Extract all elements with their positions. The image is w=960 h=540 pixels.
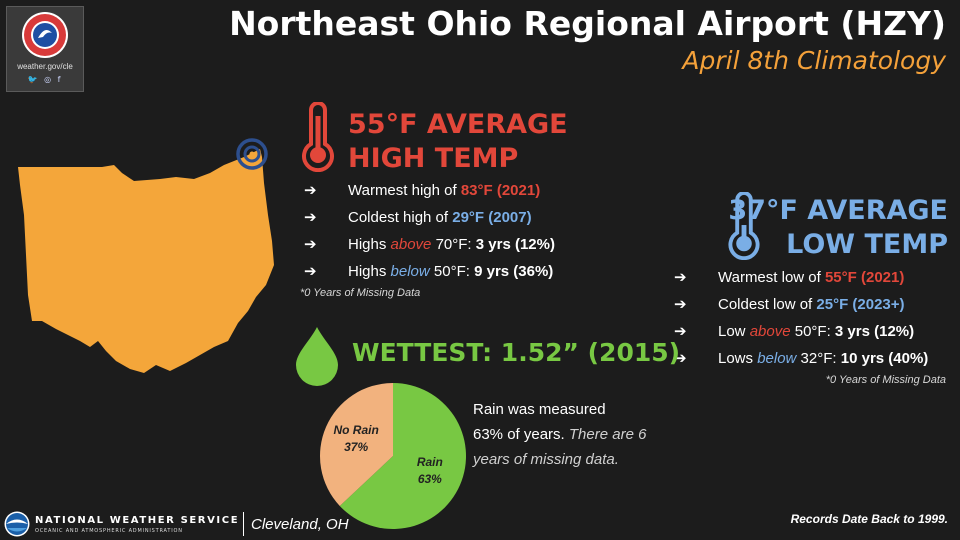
- thermometer-cold-icon: [728, 192, 760, 260]
- arrow-right-icon: ➔: [674, 296, 687, 313]
- list-item: ➔ Warmest low of 55°F (2021): [674, 269, 905, 286]
- list-item: ➔ Coldest low of 25°F (2023+): [674, 296, 905, 313]
- rain-description: Rain was measured 63% of years. There ar…: [473, 401, 647, 468]
- footer-divider: [243, 512, 244, 536]
- stat-value: 29°F (2007): [452, 209, 532, 226]
- high-heading-line1: 55°F AVERAGE: [348, 109, 568, 140]
- page-title: Northeast Ohio Regional Airport (HZY): [229, 4, 946, 43]
- rain-pie-chart: Rain 63% No Rain 37%: [320, 383, 466, 529]
- org-name: NATIONAL WEATHER SERVICE: [35, 515, 240, 526]
- high-temp-heading: 55°F AVERAGE HIGH TEMP: [348, 108, 568, 176]
- airport-target-icon: [236, 138, 268, 170]
- low-heading-line1: 37°F AVERAGE: [728, 195, 948, 226]
- wettest-heading: WETTEST: 1.52” (2015): [352, 338, 681, 367]
- arrow-right-icon: ➔: [674, 269, 687, 286]
- stat-value: 83°F (2021): [460, 182, 541, 199]
- high-missing-data-note: *0 Years of Missing Data: [300, 287, 421, 299]
- low-temp-heading: 37°F AVERAGE LOW TEMP: [728, 194, 948, 262]
- list-item: ➔ Highs above 70°F: 3 yrs (12%): [304, 236, 555, 253]
- ohio-state-shape: [18, 149, 274, 373]
- nws-seal-icon: [22, 12, 68, 58]
- pie-label-rain: Rain: [417, 455, 443, 469]
- noaa-logo-icon: [4, 511, 30, 537]
- pie-slice-no-rain: [320, 383, 393, 506]
- nws-logo-box[interactable]: weather.gov/cle 🐦 ◎ f: [6, 6, 84, 92]
- logo-site-label: weather.gov/cle: [17, 62, 73, 71]
- office-name: Cleveland, OH: [251, 516, 349, 533]
- stat-value: 10 yrs (40%): [840, 350, 929, 367]
- thermometer-hot-icon: [302, 102, 334, 172]
- low-temp-stats: ➔ Warmest low of 55°F (2021) ➔ Coldest low…: [674, 268, 928, 376]
- list-item: ➔ Low above 50°F: 3 yrs (12%): [674, 323, 915, 340]
- social-icons: 🐦 ◎ f: [27, 75, 63, 84]
- arrow-right-icon: ➔: [304, 263, 317, 280]
- stat-value: 55°F (2021): [824, 269, 905, 286]
- records-note: Records Date Back to 1999.: [790, 512, 948, 526]
- list-item: ➔ Lows below 32°F: 10 yrs (40%): [674, 350, 929, 367]
- raindrop-icon: [296, 327, 338, 386]
- list-item: ➔ Coldest high of 29°F (2007): [304, 209, 532, 226]
- arrow-right-icon: ➔: [674, 350, 687, 367]
- arrow-right-icon: ➔: [304, 209, 317, 226]
- pie-label-no-rain: No Rain: [333, 423, 378, 437]
- pie-slice-rain: [339, 383, 466, 529]
- high-heading-line2: HIGH TEMP: [348, 143, 519, 174]
- stat-value: 25°F (2023+): [816, 296, 905, 313]
- stat-value: 3 yrs (12%): [475, 236, 555, 253]
- page-subtitle: April 8th Climatology: [682, 46, 946, 75]
- low-heading-line2: LOW TEMP: [786, 229, 948, 260]
- ohio-map: [18, 138, 274, 373]
- list-item: ➔ Highs below 50°F: 9 yrs (36%): [304, 263, 554, 280]
- pie-value-no-rain: 37%: [344, 440, 368, 454]
- arrow-right-icon: ➔: [304, 182, 317, 199]
- arrow-right-icon: ➔: [304, 236, 317, 253]
- arrow-right-icon: ➔: [674, 323, 687, 340]
- org-subtitle: OCEANIC AND ATMOSPHERIC ADMINISTRATION: [35, 528, 183, 534]
- high-temp-stats: ➔ Warmest high of 83°F (2021) ➔ Coldest hi…: [304, 181, 555, 289]
- stat-value: 9 yrs (36%): [474, 263, 554, 280]
- pie-value-rain: 63%: [418, 472, 442, 486]
- list-item: ➔ Warmest high of 83°F (2021): [304, 182, 541, 199]
- stat-value: 3 yrs (12%): [834, 323, 915, 340]
- low-missing-data-note: *0 Years of Missing Data: [825, 374, 946, 386]
